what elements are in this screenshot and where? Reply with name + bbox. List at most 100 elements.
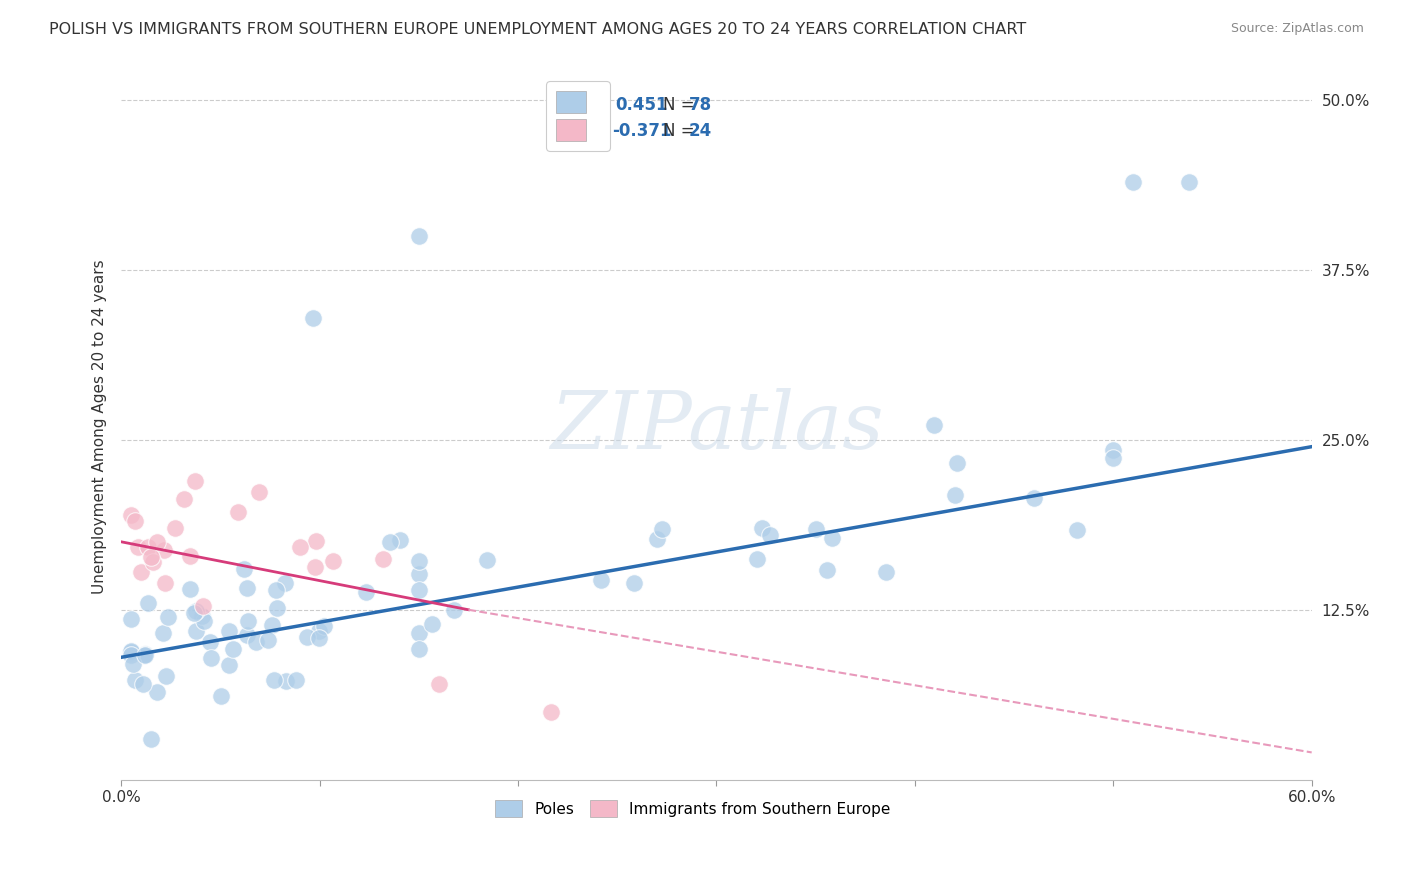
Point bbox=[420, 617, 443, 632]
Point bbox=[373, 552, 395, 566]
Point bbox=[751, 521, 773, 535]
Text: R =: R = bbox=[579, 122, 616, 140]
Point bbox=[120, 612, 142, 626]
Point bbox=[247, 485, 270, 500]
Point bbox=[758, 528, 780, 542]
Point bbox=[322, 554, 344, 568]
Text: POLISH VS IMMIGRANTS FROM SOUTHERN EUROPE UNEMPLOYMENT AMONG AGES 20 TO 24 YEARS: POLISH VS IMMIGRANTS FROM SOUTHERN EUROP… bbox=[49, 22, 1026, 37]
Point bbox=[1102, 443, 1125, 458]
Point bbox=[122, 657, 145, 672]
Point bbox=[408, 583, 430, 598]
Text: 78: 78 bbox=[689, 95, 713, 114]
Point bbox=[305, 534, 328, 549]
Point bbox=[745, 551, 768, 566]
Text: N =: N = bbox=[662, 122, 700, 140]
Point bbox=[314, 618, 336, 632]
Point bbox=[308, 624, 330, 639]
Point bbox=[943, 487, 966, 501]
Point bbox=[263, 673, 285, 687]
Point bbox=[408, 626, 430, 640]
Point bbox=[152, 625, 174, 640]
Y-axis label: Unemployment Among Ages 20 to 24 years: Unemployment Among Ages 20 to 24 years bbox=[93, 259, 107, 593]
Point bbox=[198, 635, 221, 649]
Point bbox=[193, 614, 215, 628]
Point bbox=[136, 540, 159, 554]
Point bbox=[815, 563, 838, 577]
Point bbox=[226, 505, 249, 519]
Point bbox=[1122, 175, 1144, 189]
Point bbox=[218, 657, 240, 672]
Point bbox=[288, 540, 311, 554]
Point bbox=[124, 673, 146, 688]
Point bbox=[132, 648, 155, 662]
Point bbox=[302, 310, 325, 325]
Point bbox=[232, 562, 254, 576]
Point bbox=[408, 641, 430, 656]
Point bbox=[163, 521, 186, 535]
Point bbox=[1102, 451, 1125, 466]
Point bbox=[308, 631, 330, 645]
Point bbox=[191, 609, 214, 624]
Point bbox=[1022, 491, 1045, 505]
Point bbox=[153, 542, 176, 557]
Point bbox=[146, 684, 169, 698]
Point bbox=[155, 669, 177, 683]
Point bbox=[477, 553, 499, 567]
Point bbox=[540, 705, 562, 719]
Point bbox=[193, 599, 215, 614]
Point bbox=[139, 550, 162, 565]
Point bbox=[218, 624, 240, 638]
Point bbox=[138, 596, 160, 610]
Text: 0.451: 0.451 bbox=[616, 95, 668, 114]
Point bbox=[209, 689, 232, 703]
Point bbox=[173, 492, 195, 507]
Point bbox=[408, 553, 430, 567]
Point bbox=[157, 610, 180, 624]
Point bbox=[222, 641, 245, 656]
Point bbox=[1177, 175, 1199, 189]
Point bbox=[297, 630, 319, 644]
Point bbox=[257, 632, 280, 647]
Point bbox=[408, 567, 430, 582]
Point bbox=[821, 532, 844, 546]
Point bbox=[266, 601, 288, 615]
Point bbox=[804, 522, 827, 536]
Point bbox=[388, 533, 411, 547]
Point bbox=[408, 229, 430, 244]
Point bbox=[184, 474, 207, 488]
Point bbox=[378, 535, 401, 549]
Point bbox=[134, 648, 156, 662]
Point bbox=[120, 648, 142, 662]
Point bbox=[304, 559, 326, 574]
Point bbox=[651, 522, 673, 536]
Text: ZIPatlas: ZIPatlas bbox=[550, 387, 883, 465]
Text: N =: N = bbox=[662, 95, 700, 114]
Point bbox=[124, 515, 146, 529]
Text: -0.371: -0.371 bbox=[612, 122, 671, 140]
Point bbox=[591, 573, 613, 587]
Point bbox=[179, 549, 201, 563]
Point bbox=[645, 532, 668, 546]
Point bbox=[186, 603, 208, 617]
Point bbox=[274, 575, 297, 590]
Point bbox=[260, 618, 283, 632]
Point bbox=[134, 647, 156, 661]
Point bbox=[245, 635, 267, 649]
Point bbox=[142, 555, 165, 569]
Point bbox=[129, 565, 152, 579]
Point bbox=[236, 581, 259, 595]
Point bbox=[120, 643, 142, 657]
Point bbox=[623, 576, 645, 591]
Point bbox=[427, 677, 450, 691]
Point bbox=[186, 624, 208, 638]
Point bbox=[284, 673, 307, 688]
Point bbox=[153, 575, 176, 590]
Point bbox=[354, 585, 377, 599]
Legend: Poles, Immigrants from Southern Europe: Poles, Immigrants from Southern Europe bbox=[486, 792, 898, 825]
Point bbox=[236, 628, 259, 642]
Point bbox=[1066, 523, 1088, 537]
Point bbox=[139, 731, 162, 746]
Point bbox=[132, 677, 155, 691]
Point bbox=[179, 582, 201, 596]
Text: 24: 24 bbox=[689, 122, 713, 140]
